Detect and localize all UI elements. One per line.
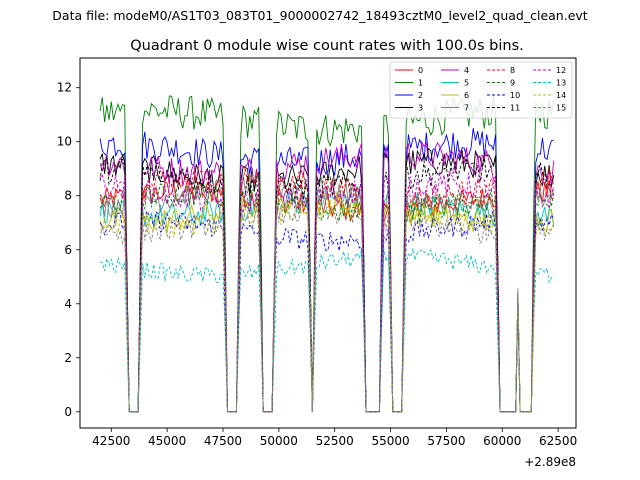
series-line-9 — [99, 181, 555, 413]
x-axis-offset-label: +2.89e8 — [524, 455, 576, 469]
x-tick-label: 47500 — [204, 434, 242, 448]
y-tick-label: 8 — [64, 189, 72, 203]
series-layer — [99, 94, 555, 413]
series-line-8 — [99, 167, 555, 413]
legend-label-5: 5 — [464, 79, 469, 88]
legend-label-1: 1 — [418, 79, 423, 88]
y-tick-label: 10 — [57, 135, 72, 149]
legend-label-10: 10 — [510, 91, 520, 100]
legend-label-7: 7 — [464, 104, 469, 113]
legend-label-6: 6 — [464, 91, 469, 100]
y-tick-label: 12 — [57, 81, 72, 95]
legend-label-2: 2 — [418, 91, 423, 100]
plot-area — [80, 58, 576, 428]
legend-label-4: 4 — [464, 66, 469, 75]
chart-title: Quadrant 0 module wise count rates with … — [130, 38, 524, 54]
x-tick-label: 62500 — [539, 434, 577, 448]
legend-label-13: 13 — [556, 79, 566, 88]
y-tick-label: 0 — [64, 405, 72, 419]
legend-label-14: 14 — [556, 91, 566, 100]
series-line-11 — [99, 154, 554, 413]
legend-label-8: 8 — [510, 66, 515, 75]
series-line-4 — [99, 140, 555, 413]
legend-box — [389, 61, 573, 119]
y-tick-label: 6 — [64, 243, 72, 257]
plot-frame — [79, 57, 577, 429]
y-tick-label: 2 — [64, 351, 72, 365]
series-line-10 — [99, 209, 555, 413]
legend-label-15: 15 — [556, 104, 566, 113]
x-tick-label: 50000 — [260, 434, 298, 448]
series-line-12 — [99, 171, 555, 413]
x-tick-label: 52500 — [316, 434, 354, 448]
legend-label-11: 11 — [510, 104, 520, 113]
series-line-6 — [99, 190, 555, 413]
x-tick-label: 55000 — [371, 434, 409, 448]
series-line-13 — [99, 248, 554, 413]
y-tick-label: 4 — [64, 297, 72, 311]
series-line-14 — [99, 196, 555, 413]
x-tick-label: 45000 — [148, 434, 186, 448]
x-tick-label: 60000 — [483, 434, 521, 448]
y-axis: 0 2 4 6 8 10 12 — [57, 81, 80, 419]
x-axis: 42500 45000 47500 50000 52500 55000 57500 60000… — [92, 428, 577, 448]
legend-label-3: 3 — [418, 104, 423, 113]
x-tick-label: 42500 — [92, 434, 130, 448]
x-tick-label: 57500 — [427, 434, 465, 448]
legend-label-12: 12 — [556, 66, 566, 75]
chart-suptitle: Data file: modeM0/AS1T03_083T01_90000027… — [52, 8, 587, 23]
legend-label-9: 9 — [510, 79, 515, 88]
legend-label-0: 0 — [418, 66, 423, 75]
